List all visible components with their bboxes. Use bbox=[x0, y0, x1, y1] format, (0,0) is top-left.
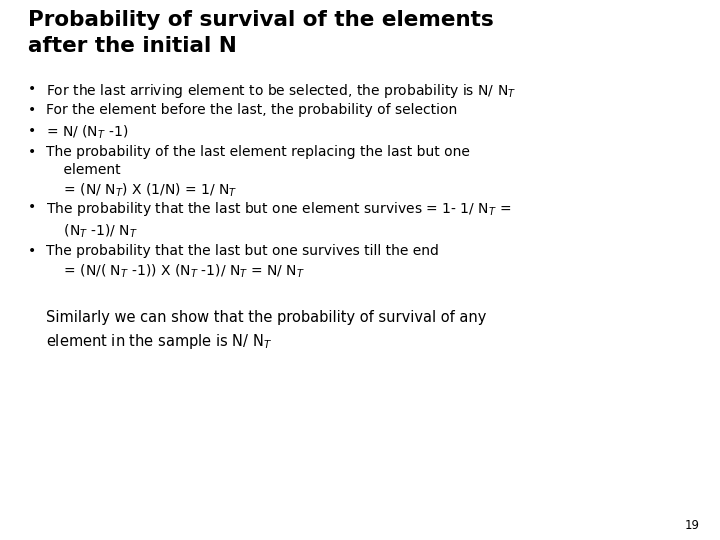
Text: The probability of the last element replacing the last but one
    element
    =: The probability of the last element repl… bbox=[46, 145, 470, 199]
Text: The probability that the last but one element survives = 1- 1/ N$_T$ =
    (N$_T: The probability that the last but one el… bbox=[46, 200, 511, 240]
Text: •: • bbox=[28, 200, 36, 214]
Text: For the element before the last, the probability of selection: For the element before the last, the pro… bbox=[46, 103, 457, 117]
Text: •: • bbox=[28, 103, 36, 117]
Text: The probability that the last but one survives till the end
    = (N/( N$_T$ -1): The probability that the last but one su… bbox=[46, 244, 439, 280]
Text: 19: 19 bbox=[685, 519, 700, 532]
Text: •: • bbox=[28, 82, 36, 96]
Text: Probability of survival of the elements: Probability of survival of the elements bbox=[28, 10, 494, 30]
Text: For the last arriving element to be selected, the probability is N/ N$_T$: For the last arriving element to be sele… bbox=[46, 82, 516, 100]
Text: Similarly we can show that the probability of survival of any
element in the sam: Similarly we can show that the probabili… bbox=[46, 310, 487, 351]
Text: •: • bbox=[28, 124, 36, 138]
Text: •: • bbox=[28, 244, 36, 258]
Text: after the initial N: after the initial N bbox=[28, 36, 237, 56]
Text: •: • bbox=[28, 145, 36, 159]
Text: = N/ (N$_T$ -1): = N/ (N$_T$ -1) bbox=[46, 124, 128, 141]
